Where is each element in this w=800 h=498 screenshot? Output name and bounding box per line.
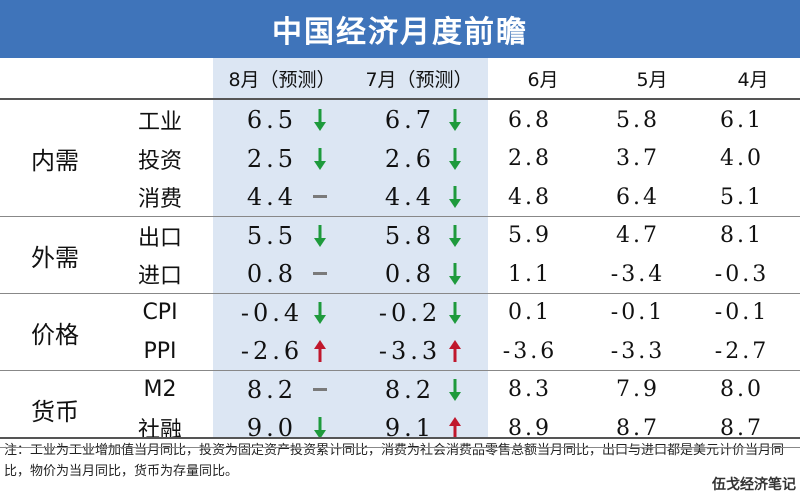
- footnote: 注：工业为工业增加值当月同比，投资为固定资产投资累计同比，消费为社会消费品零售总…: [4, 443, 785, 479]
- value-cell: 8.7: [616, 415, 660, 441]
- value-cell: 8.1: [720, 223, 764, 248]
- value-cell: 6.7: [384, 106, 436, 134]
- value-cell: 4.4: [384, 183, 436, 211]
- divider: [0, 370, 800, 371]
- value-cell: -2.7: [714, 338, 770, 364]
- value-cell: -3.3: [610, 338, 666, 364]
- value-cell: -0.1: [610, 300, 666, 325]
- dash-icon: [310, 255, 330, 293]
- value-cell: 4.8: [508, 184, 552, 210]
- row-label: 社融: [137, 418, 182, 443]
- arrow-down-icon: [310, 101, 330, 139]
- value-cell: -2.6: [240, 337, 304, 365]
- value-cell: 6.4: [616, 184, 660, 210]
- value-cell: 0.8: [384, 260, 436, 288]
- arrow-up-icon: [445, 409, 465, 447]
- group-label: 货币: [31, 397, 79, 426]
- row-label: 出口: [137, 225, 182, 251]
- arrow-down-icon: [310, 294, 330, 332]
- watermark: 伍戈经济笔记: [712, 477, 796, 493]
- dash-icon: [310, 371, 330, 409]
- value-cell: 2.6: [384, 144, 436, 173]
- value-cell: 4.0: [720, 146, 764, 171]
- value-cell: 5.8: [616, 107, 660, 133]
- arrow-down-icon: [445, 178, 465, 216]
- value-cell: 0.8: [246, 260, 298, 288]
- value-cell: 8.2: [246, 375, 298, 404]
- value-cell: 5.9: [508, 223, 552, 248]
- dash-icon: [310, 178, 330, 216]
- value-cell: 3.7: [616, 146, 660, 171]
- arrow-up-icon: [310, 332, 330, 370]
- value-cell: 0.1: [508, 300, 552, 325]
- arrow-down-icon: [445, 371, 465, 409]
- divider: [0, 293, 800, 294]
- value-cell: 4.7: [616, 223, 660, 248]
- group-label: 价格: [31, 320, 79, 349]
- value-cell: 2.8: [508, 146, 552, 171]
- arrow-up-icon: [445, 332, 465, 370]
- value-cell: 8.3: [508, 377, 552, 402]
- value-cell: 4.4: [246, 183, 298, 211]
- arrow-down-icon: [445, 255, 465, 293]
- row-label: CPI: [142, 300, 178, 325]
- divider: [0, 437, 800, 439]
- arrow-down-icon: [310, 140, 330, 178]
- column-header: 4月: [737, 68, 769, 91]
- value-cell: -3.6: [502, 338, 558, 364]
- value-cell: 1.1: [508, 261, 552, 287]
- group-label: 外需: [31, 243, 79, 272]
- value-cell: 8.2: [384, 375, 436, 404]
- column-header: 6月: [527, 68, 559, 91]
- forecast-highlight: [213, 58, 488, 438]
- arrow-down-icon: [445, 294, 465, 332]
- value-cell: -0.2: [378, 298, 442, 327]
- row-label: 进口: [137, 264, 182, 289]
- arrow-down-icon: [310, 217, 330, 255]
- row-label: M2: [143, 377, 177, 402]
- row-label: 工业: [137, 110, 182, 135]
- group-label: 内需: [31, 147, 79, 176]
- value-cell: 2.5: [246, 144, 298, 173]
- row-label: PPI: [143, 338, 177, 364]
- value-cell: 5.1: [720, 184, 764, 210]
- row-label: 消费: [137, 187, 182, 212]
- divider: [0, 216, 800, 217]
- value-cell: 8.7: [720, 415, 764, 441]
- column-header: 8月（预测）: [228, 68, 336, 91]
- value-cell: 6.8: [508, 107, 552, 133]
- value-cell: 8.0: [720, 377, 764, 402]
- divider: [0, 98, 800, 100]
- value-cell: 5.8: [384, 221, 436, 250]
- value-cell: 7.9: [616, 377, 660, 402]
- column-header: 5月: [636, 68, 668, 91]
- divider: [0, 447, 800, 448]
- value-cell: -0.1: [714, 300, 770, 325]
- row-label: 投资: [137, 148, 182, 174]
- value-cell: -0.4: [240, 298, 304, 327]
- value-cell: 5.5: [246, 221, 298, 250]
- arrow-down-icon: [445, 217, 465, 255]
- arrow-down-icon: [310, 409, 330, 447]
- arrow-down-icon: [445, 140, 465, 178]
- arrow-down-icon: [445, 101, 465, 139]
- page-title: 中国经济月度前瞻: [0, 0, 800, 58]
- value-cell: 8.9: [508, 415, 552, 441]
- value-cell: 6.1: [720, 107, 764, 133]
- value-cell: -3.3: [378, 337, 442, 365]
- value-cell: -0.3: [714, 261, 770, 287]
- value-cell: 6.5: [246, 106, 298, 134]
- column-header: 7月（预测）: [365, 68, 473, 91]
- value-cell: -3.4: [610, 261, 666, 287]
